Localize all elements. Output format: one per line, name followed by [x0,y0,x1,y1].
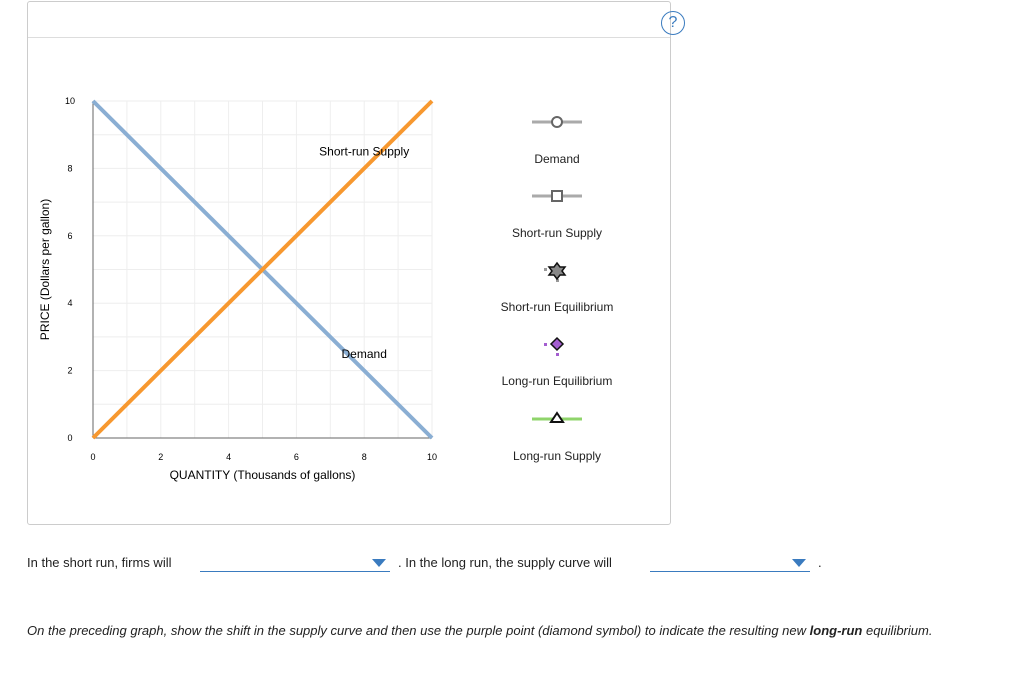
x-tick-label: 10 [427,452,437,462]
instruction-end: equilibrium. [862,623,933,638]
x-tick-label: 4 [226,452,231,462]
graph-panel: ? [27,1,685,525]
y-tick-label: 4 [67,298,72,308]
question-part3-wrap: . [818,555,822,570]
y-tick-label: 0 [67,433,72,443]
chart[interactable]: 0 2 4 6 8 10 0 2 4 6 8 10 QUANTITY (Thousands of gal… [0,0,700,500]
dropdown-arrow-icon [372,559,386,567]
question-part2: . In the long run, the supply curve will [398,555,612,570]
question-part2-wrap: . In the long run, the supply curve will [398,555,612,570]
legend-label: Demand [534,152,580,166]
question-part3: . [818,555,822,570]
curve-label: Demand [342,347,387,361]
dropdown-arrow-icon [792,559,806,567]
series-short-run-supply[interactable] [91,99,434,440]
legend-label: Short-run Supply [511,226,603,240]
help-icon[interactable]: ? [661,11,685,35]
y-tick-label: 8 [67,163,72,173]
y-axis-label: PRICE (Dollars per gallon) [38,199,52,340]
x-tick-label: 2 [158,452,163,462]
x-tick-label: 0 [90,452,95,462]
curve-label: Short-run Supply [319,145,409,159]
instruction-main: On the preceding graph, show the shift i… [27,623,810,638]
legend-label: Short-run Equilibrium [500,300,614,314]
legend-label: Long-run Equilibrium [501,374,613,388]
instruction-text: On the preceding graph, show the shift i… [27,618,967,644]
question-sentence: In the short run, firms will [27,555,172,570]
dropdown-long-run[interactable] [650,556,810,572]
question-part1: In the short run, firms will [27,555,172,570]
y-tick-label: 2 [67,366,72,376]
x-axis-label: QUANTITY (Thousands of gallons) [170,468,356,482]
x-tick-label: 8 [362,452,367,462]
y-tick-label: 10 [65,96,75,106]
dropdown-short-run[interactable] [200,556,390,572]
instruction-bold: long-run [809,623,863,638]
panel-header-divider [28,37,670,38]
y-tick-label: 6 [67,231,72,241]
legend-label: Long-run Supply [512,449,602,463]
x-tick-label: 6 [294,452,299,462]
